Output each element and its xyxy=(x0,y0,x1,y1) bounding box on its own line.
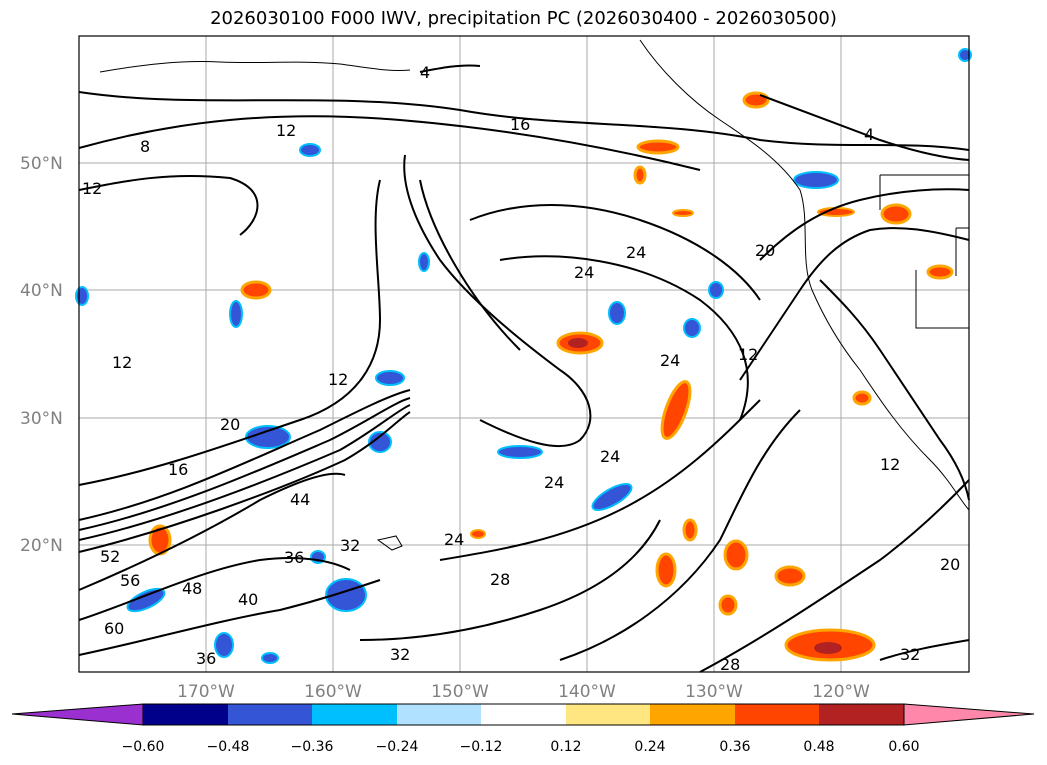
contour-label: 24 xyxy=(444,530,464,549)
contour-label: 12 xyxy=(738,345,758,364)
contour-label: 20 xyxy=(940,555,960,574)
coastline xyxy=(99,39,970,551)
lon-label: 150°W xyxy=(431,682,489,702)
contour-label: 12 xyxy=(328,370,348,389)
contour-label: 40 xyxy=(238,590,258,609)
colorbar-swatch xyxy=(481,704,566,725)
contour-label: 12 xyxy=(880,455,900,474)
colorbar-swatch xyxy=(566,704,650,725)
contour-label: 32 xyxy=(340,536,360,555)
colorbar-tick-label: 0.60 xyxy=(888,739,919,755)
contour-label: 12 xyxy=(82,179,102,198)
contour-label: 60 xyxy=(104,619,124,638)
colorbar-extend-high xyxy=(903,703,1035,726)
contour-label: 24 xyxy=(574,263,594,282)
colorbar-swatch xyxy=(312,704,397,725)
colorbar-tick-label: −0.24 xyxy=(376,739,419,755)
lat-label: 40°N xyxy=(20,281,63,301)
map-area xyxy=(79,36,969,672)
contour-labels: 4 8 12 16 20 24 28 32 36 40 44 48 52 56 … xyxy=(82,63,960,674)
lat-label: 30°N xyxy=(20,409,63,429)
contour-label: 16 xyxy=(510,115,530,134)
colorbar: −0.60 −0.48 −0.36 −0.24 −0.12 0.12 0.24 … xyxy=(11,703,1035,755)
lat-label: 20°N xyxy=(20,536,63,556)
colorbar-tick-label: 0.12 xyxy=(550,739,581,755)
colorbar-swatch xyxy=(143,704,228,725)
colorbar-swatch xyxy=(735,704,819,725)
contour-label: 4 xyxy=(864,125,874,144)
lon-label: 140°W xyxy=(558,682,616,702)
colorbar-swatch xyxy=(397,704,481,725)
contour-label: 32 xyxy=(900,645,920,664)
contour-label: 32 xyxy=(390,645,410,664)
lon-label: 120°W xyxy=(812,682,870,702)
contour-label: 36 xyxy=(196,649,216,668)
contour-label: 28 xyxy=(490,570,510,589)
contour-label: 16 xyxy=(168,460,188,479)
contour-label: 48 xyxy=(182,579,202,598)
colorbar-tick-label: −0.48 xyxy=(207,739,250,755)
contour-label: 56 xyxy=(120,571,140,590)
colorbar-tick-label: −0.12 xyxy=(460,739,503,755)
iwv-contours xyxy=(78,64,970,673)
contour-label: 20 xyxy=(755,241,775,260)
contour-label: 28 xyxy=(720,655,740,674)
colorbar-tick-label: 0.24 xyxy=(634,739,665,755)
colorbar-extend-low xyxy=(11,703,144,726)
graticule xyxy=(79,36,969,672)
contour-label: 44 xyxy=(290,490,310,509)
contour-label: 24 xyxy=(544,473,564,492)
map-frame xyxy=(78,35,970,673)
colorbar-swatch xyxy=(819,704,904,725)
contour-label: 24 xyxy=(600,447,620,466)
contour-label: 12 xyxy=(276,121,296,140)
colorbar-tick-label: −0.60 xyxy=(122,739,165,755)
contour-label: 4 xyxy=(420,63,430,82)
map-title: 2026030100 F000 IWV, precipitation PC (2… xyxy=(210,8,837,29)
contour-label: 24 xyxy=(626,243,646,262)
contour-label: 24 xyxy=(660,351,680,370)
lon-label: 130°W xyxy=(685,682,743,702)
contour-label: 20 xyxy=(220,415,240,434)
contour-label: 52 xyxy=(100,547,120,566)
colorbar-swatch xyxy=(228,704,312,725)
contour-label: 12 xyxy=(112,353,132,372)
lon-label: 160°W xyxy=(304,682,362,702)
colorbar-outline xyxy=(142,703,905,726)
colorbar-tick-label: 0.36 xyxy=(719,739,750,755)
colorbar-swatch xyxy=(650,704,735,725)
lon-label: 170°W xyxy=(177,682,235,702)
lat-label: 50°N xyxy=(20,154,63,174)
colorbar-tick-label: −0.36 xyxy=(291,739,334,755)
contour-label: 8 xyxy=(140,137,150,156)
colorbar-tick-label: 0.48 xyxy=(803,739,834,755)
contour-label: 36 xyxy=(284,548,304,567)
